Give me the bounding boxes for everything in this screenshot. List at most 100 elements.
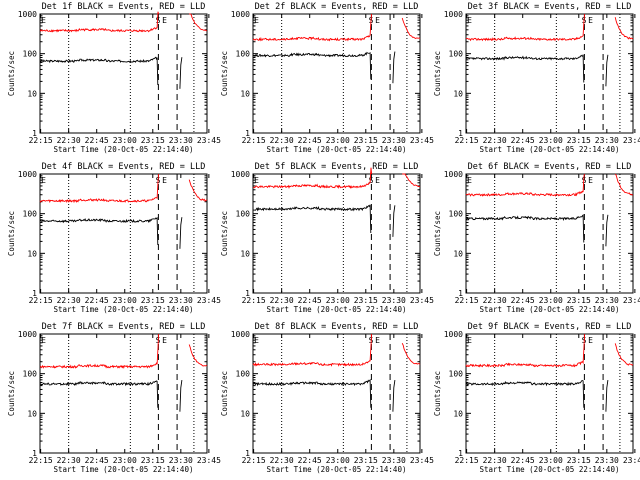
lld-series-line bbox=[465, 333, 586, 368]
event-marker-letter: E bbox=[375, 336, 380, 345]
panel-title: Det 3f BLACK = Events, RED = LLD bbox=[468, 2, 632, 12]
events-series-recovery bbox=[179, 217, 183, 249]
x-tick-label: 23:45 bbox=[410, 136, 434, 145]
event-marker-letter: E bbox=[588, 336, 593, 345]
x-tick-label: 23:15 bbox=[141, 456, 165, 465]
x-axis-label: Start Time (20-Oct-05 22:14:40) bbox=[54, 145, 194, 154]
x-tick-label: 22:30 bbox=[483, 456, 507, 465]
x-tick-label: 22:15 bbox=[455, 456, 479, 465]
y-tick-label: 100 bbox=[23, 370, 38, 379]
x-tick-label: 23:15 bbox=[567, 296, 591, 305]
events-series-recovery bbox=[392, 205, 396, 237]
y-axis-label: Counts/sec bbox=[220, 51, 229, 96]
events-series-recovery bbox=[179, 380, 183, 412]
y-tick-label: 1 bbox=[32, 289, 37, 298]
events-series-line bbox=[253, 204, 372, 234]
y-axis-label: Counts/sec bbox=[7, 371, 16, 416]
event-marker-letter: E bbox=[375, 16, 380, 25]
event-marker-letter: E bbox=[588, 176, 593, 185]
x-tick-label: 23:45 bbox=[410, 456, 434, 465]
x-axis-label: Start Time (20-Oct-05 22:14:40) bbox=[267, 145, 407, 154]
y-tick-label: 1 bbox=[458, 289, 463, 298]
x-tick-label: 23:00 bbox=[113, 136, 137, 145]
lld-series-line bbox=[252, 333, 373, 367]
x-tick-label: 23:15 bbox=[567, 456, 591, 465]
plot-frame bbox=[465, 333, 634, 454]
y-tick-label: 1000 bbox=[18, 10, 37, 19]
x-axis-label: Start Time (20-Oct-05 22:14:40) bbox=[54, 465, 194, 474]
y-axis-label: Counts/sec bbox=[433, 51, 442, 96]
x-tick-label: 22:45 bbox=[511, 456, 535, 465]
y-tick-label: 1 bbox=[458, 449, 463, 458]
y-axis-label: Counts/sec bbox=[433, 371, 442, 416]
y-tick-label: 1 bbox=[245, 449, 250, 458]
x-tick-label: 22:45 bbox=[511, 136, 535, 145]
x-tick-label: 23:00 bbox=[113, 296, 137, 305]
lld-series-recovery bbox=[614, 343, 634, 366]
events-series-recovery bbox=[392, 380, 396, 412]
x-axis-label: Start Time (20-Oct-05 22:14:40) bbox=[267, 305, 407, 314]
y-tick-label: 100 bbox=[449, 370, 464, 379]
x-tick-label: 23:15 bbox=[354, 456, 378, 465]
x-tick-label: 23:15 bbox=[354, 296, 378, 305]
lld-series-recovery bbox=[188, 179, 208, 202]
panel-title: Det 9f BLACK = Events, RED = LLD bbox=[468, 322, 632, 332]
y-tick-label: 100 bbox=[236, 50, 251, 59]
x-tick-label: 23:30 bbox=[382, 136, 406, 145]
event-marker-letter: E bbox=[254, 16, 259, 25]
event-marker-letter: E bbox=[254, 336, 259, 345]
y-tick-label: 10 bbox=[453, 89, 463, 98]
y-tick-label: 100 bbox=[236, 370, 251, 379]
events-series-line bbox=[252, 378, 372, 408]
x-tick-label: 23:30 bbox=[169, 296, 193, 305]
event-marker-letter: E bbox=[375, 176, 380, 185]
panel-title: Det 5f BLACK = Events, RED = LLD bbox=[255, 162, 419, 172]
plot-frame bbox=[39, 173, 208, 294]
x-tick-label: 22:30 bbox=[270, 296, 294, 305]
detector-panel: Det 7f BLACK = Events, RED = LLD 1 10 100 10… bbox=[7, 322, 221, 474]
lld-series-line bbox=[39, 173, 160, 204]
panel-title: Det 4f BLACK = Events, RED = LLD bbox=[42, 162, 206, 172]
x-tick-label: 23:45 bbox=[623, 136, 640, 145]
x-tick-label: 22:15 bbox=[29, 136, 53, 145]
x-tick-label: 23:45 bbox=[197, 456, 221, 465]
x-tick-label: 22:15 bbox=[29, 296, 53, 305]
event-marker-letter: E bbox=[467, 176, 472, 185]
y-tick-label: 1 bbox=[32, 449, 37, 458]
panel-title: Det 6f BLACK = Events, RED = LLD bbox=[468, 162, 632, 172]
event-marker-letter: E bbox=[254, 176, 259, 185]
plot-frame bbox=[465, 173, 634, 294]
lld-series-line bbox=[465, 173, 586, 197]
plot-frame bbox=[252, 173, 421, 294]
x-tick-label: 23:30 bbox=[595, 456, 619, 465]
x-axis-label: Start Time (20-Oct-05 22:14:40) bbox=[480, 305, 620, 314]
event-marker-letter: E bbox=[467, 16, 472, 25]
x-tick-label: 23:30 bbox=[169, 136, 193, 145]
events-series-recovery bbox=[605, 214, 609, 247]
events-series-line bbox=[252, 51, 372, 80]
x-tick-label: 22:15 bbox=[242, 136, 266, 145]
event-marker-letter: E bbox=[162, 16, 167, 25]
x-tick-label: 23:00 bbox=[326, 296, 350, 305]
lld-series-line bbox=[39, 333, 160, 369]
x-tick-label: 23:45 bbox=[197, 136, 221, 145]
x-axis-label: Start Time (20-Oct-05 22:14:40) bbox=[54, 305, 194, 314]
x-tick-label: 23:00 bbox=[539, 136, 563, 145]
y-tick-label: 1000 bbox=[231, 10, 250, 19]
y-tick-label: 1 bbox=[458, 129, 463, 138]
panel-title: Det 7f BLACK = Events, RED = LLD bbox=[42, 322, 206, 332]
x-tick-label: 23:15 bbox=[141, 296, 165, 305]
x-tick-label: 23:15 bbox=[567, 136, 591, 145]
events-series-recovery bbox=[392, 51, 396, 84]
events-series-line bbox=[465, 380, 585, 408]
event-marker-letter: E bbox=[41, 336, 46, 345]
x-tick-label: 23:30 bbox=[382, 456, 406, 465]
y-axis-label: Counts/sec bbox=[7, 211, 16, 256]
y-axis-label: Counts/sec bbox=[433, 211, 442, 256]
y-tick-label: 1000 bbox=[444, 10, 463, 19]
x-tick-label: 22:30 bbox=[57, 296, 81, 305]
x-tick-label: 22:15 bbox=[455, 136, 479, 145]
events-series-recovery bbox=[179, 57, 183, 89]
x-tick-label: 22:45 bbox=[85, 456, 109, 465]
event-marker-letter: E bbox=[41, 16, 46, 25]
